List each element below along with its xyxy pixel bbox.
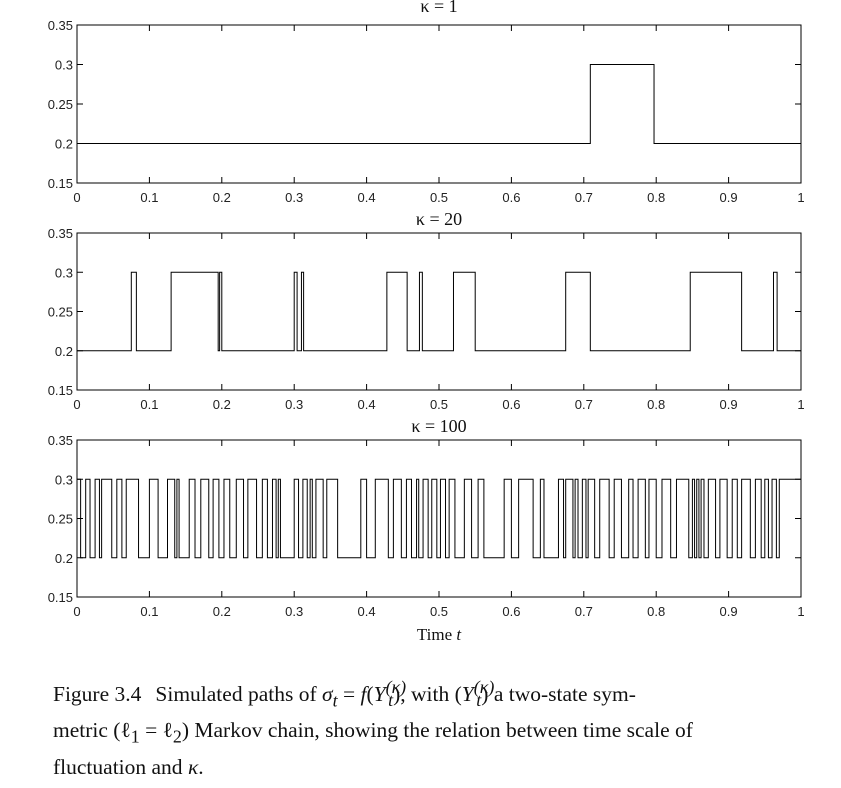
y-tick-label: 0.2 [55,344,73,359]
x-tick-label: 0.1 [140,397,158,412]
y-tick-label: 0.35 [48,226,73,241]
caption-text-2: = [337,682,361,707]
caption-line2-rest: ) Markov chain, showing the relation bet… [181,718,693,743]
y-tick-label: 0.3 [55,58,73,73]
x-tick-label: 0.5 [430,397,448,412]
plot-frame [76,24,802,184]
caption-eq: = ℓ [139,718,173,743]
x-tick-label: 0.2 [213,604,231,619]
x-tick-label: 0.2 [213,397,231,412]
chart-panel-1: κ = 1 0 0.1 0.2 0.3 0.4 0.5 0.6 0.7 0.8 0.9 1 0.15 0.… [48,0,805,205]
x-tick-label: 1 [797,397,804,412]
caption-sub-t-3: t [476,690,482,711]
caption-sub-t: t [332,690,338,711]
y-tick-label: 0.25 [48,97,73,112]
chart-panel-2: κ = 20 0 0.1 0.2 0.3 0.4 0.5 0.6 0.7 0.8 0.9 1 0.15 0… [48,209,805,412]
x-tick-label: 0 [73,604,80,619]
caption-f: f [360,682,367,707]
x-tick-label: 0.4 [358,190,376,205]
y-tick-label: 0.2 [55,137,73,152]
panel-title: κ = 1 [420,0,457,16]
x-tick-label: 0.6 [502,604,520,619]
caption-Y-2: Y [461,682,474,707]
x-tick-label: 0.1 [140,190,158,205]
x-tick-label: 1 [797,604,804,619]
x-tick-label: 0.7 [575,604,593,619]
caption-line3: fluctuation and [53,754,188,779]
caption-text-3: ( [366,682,374,707]
caption-sub-1: 1 [130,726,140,747]
x-tick-label: 1 [797,190,804,205]
caption-text-1: Simulated paths of [155,682,322,707]
caption-line2: metric (ℓ [53,718,131,743]
x-tick-label: 0.3 [285,604,303,619]
caption-text-5: ) a two-state sym- [481,682,636,707]
x-tick-label: 0 [73,190,80,205]
y-tick-label: 0.3 [55,265,73,280]
y-tick-label: 0.15 [48,383,73,398]
x-tick-label: 0.4 [358,604,376,619]
y-tick-label: 0.25 [48,305,73,320]
series-path [77,478,801,559]
x-tick-label: 0.8 [647,397,665,412]
x-tick-label: 0.5 [430,604,448,619]
x-tick-label: 0.3 [285,397,303,412]
y-tick-label: 0.2 [55,551,73,566]
y-tick-label: 0.3 [55,472,73,487]
x-tick-label: 0 [73,397,80,412]
x-tick-label: 0.8 [647,604,665,619]
x-axis-label: Time t [417,625,463,644]
figure-caption: Figure 3.4 Simulated paths of σt = f(Y(κ)… [53,672,823,782]
plot-frame [76,232,802,391]
caption-sigma: σ [322,682,333,707]
caption-sub-2: 2 [172,726,182,747]
y-tick-label: 0.15 [48,176,73,191]
caption-sup-kappa: (κ) [385,677,407,697]
caption-sup-kappa-2: (κ) [473,677,495,697]
caption-sub-t-2: t [388,690,394,711]
caption-label: Figure 3.4 [53,682,142,707]
x-tick-label: 0.3 [285,190,303,205]
x-tick-label: 0.9 [720,604,738,619]
y-tick-label: 0.35 [48,18,73,33]
caption-period: . [198,754,204,779]
x-tick-label: 0.9 [720,190,738,205]
x-tick-label: 0.6 [502,190,520,205]
chart-panel-3: κ = 100 0 0.1 0.2 0.3 0.4 0.5 0.6 0.7 0.8 0.9 1 0.15… [48,416,805,644]
x-tick-label: 0.5 [430,190,448,205]
x-tick-label: 0.9 [720,397,738,412]
y-tick-label: 0.15 [48,590,73,605]
x-tick-label: 0.2 [213,190,231,205]
x-tick-label: 0.7 [575,190,593,205]
panel-title: κ = 20 [416,209,462,229]
x-tick-label: 0.1 [140,604,158,619]
panel-title: κ = 100 [411,416,466,436]
caption-Y: Y [373,682,386,707]
y-tick-label: 0.25 [48,512,73,527]
series-path [77,64,801,144]
caption-text-4: ), with ( [393,682,462,707]
x-tick-label: 0.7 [575,397,593,412]
y-tick-label: 0.35 [48,433,73,448]
x-tick-label: 0.6 [502,397,520,412]
caption-kappa: κ [187,754,199,779]
x-tick-label: 0.4 [358,397,376,412]
x-tick-label: 0.8 [647,190,665,205]
series-path [77,271,801,352]
